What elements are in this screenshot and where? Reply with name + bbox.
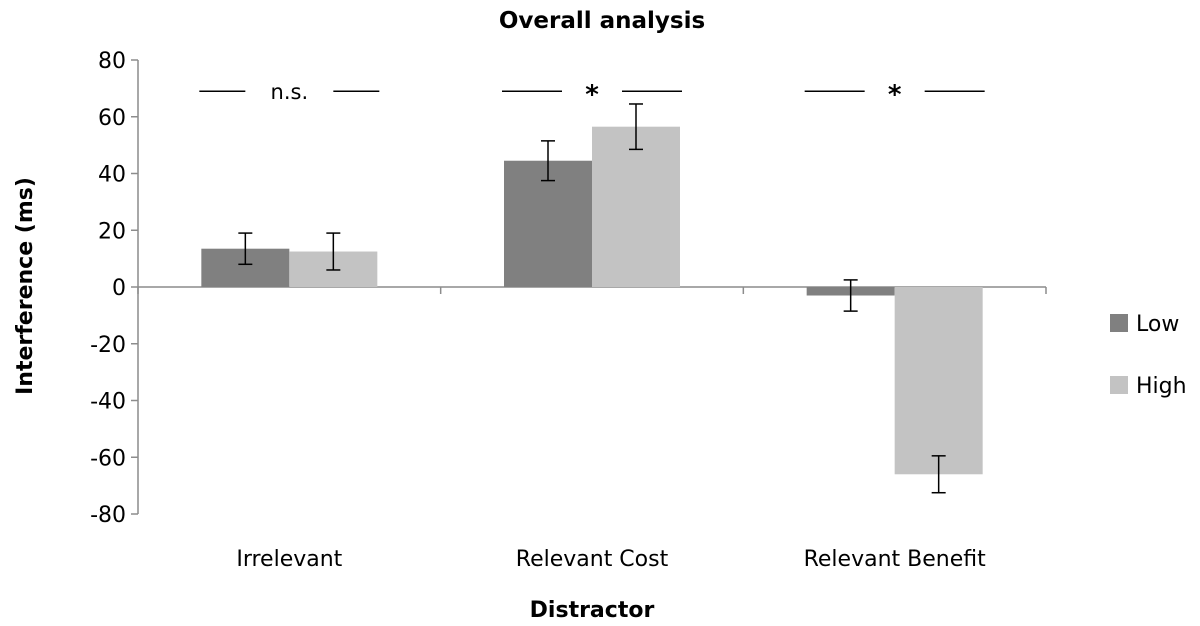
legend: Low High	[1110, 312, 1187, 399]
category-label: Relevant Benefit	[804, 547, 987, 572]
bar-high	[894, 287, 983, 475]
y-tick-label: -40	[90, 390, 126, 415]
category-label: Relevant Cost	[516, 547, 669, 572]
x-axis-label: Distractor	[530, 598, 655, 623]
legend-label-low: Low	[1136, 312, 1179, 337]
y-tick-label: 60	[98, 106, 126, 131]
y-tick-label: -60	[90, 446, 126, 471]
legend-label-high: High	[1136, 374, 1187, 399]
legend-swatch-high	[1110, 376, 1128, 394]
y-tick-label: -80	[90, 503, 126, 528]
y-tick-label: 80	[98, 49, 126, 74]
y-axis-label: Interference (ms)	[13, 177, 38, 395]
category-labels: Irrelevant Relevant Cost Relevant Benefit	[236, 547, 986, 572]
legend-swatch-low	[1110, 314, 1128, 332]
y-tick-label: 20	[98, 219, 126, 244]
y-tick-label: 0	[112, 276, 126, 301]
bar-high	[592, 126, 680, 288]
y-tick-label: 40	[98, 163, 126, 188]
significance-label: *	[585, 80, 599, 110]
category-label: Irrelevant	[236, 547, 342, 572]
chart-title: Overall analysis	[499, 8, 705, 34]
y-tick-label: -20	[90, 333, 126, 358]
bar-low	[504, 160, 592, 287]
bars-group	[201, 103, 983, 494]
significance-label: *	[888, 80, 902, 110]
significance-label: n.s.	[271, 80, 309, 104]
significance-group: n.s. * *	[199, 80, 985, 110]
